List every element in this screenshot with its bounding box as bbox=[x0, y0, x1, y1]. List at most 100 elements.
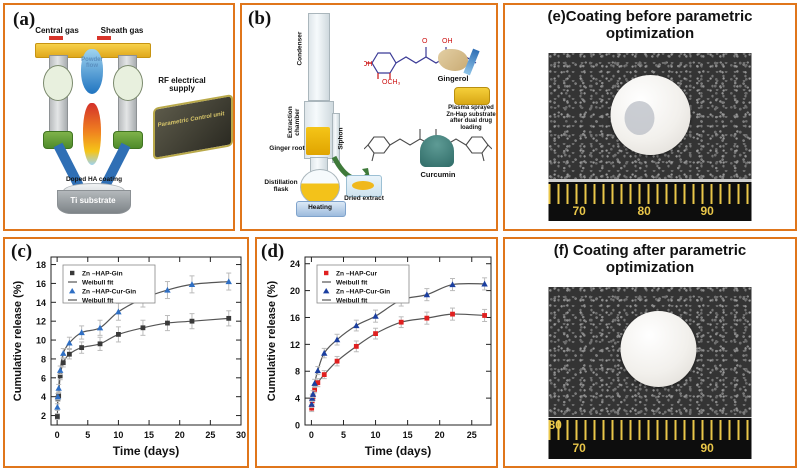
distillation-flask bbox=[300, 169, 340, 205]
label-ha-coating: Doped HA coating bbox=[65, 176, 123, 183]
svg-text:0: 0 bbox=[295, 421, 300, 431]
label-dried-extract: Dried extract bbox=[344, 195, 384, 202]
coating-defect-before bbox=[624, 101, 655, 135]
svg-text:16: 16 bbox=[36, 279, 46, 289]
coating-disc-after bbox=[620, 311, 697, 387]
svg-text:25: 25 bbox=[205, 430, 215, 440]
svg-text:20: 20 bbox=[435, 430, 445, 440]
svg-text:Weibull fit: Weibull fit bbox=[82, 280, 114, 287]
ti-substrate bbox=[57, 190, 131, 214]
svg-text:15: 15 bbox=[403, 430, 413, 440]
panel-c-label: (c) bbox=[11, 241, 33, 262]
svg-text:24: 24 bbox=[290, 259, 300, 269]
svg-text:OH: OH bbox=[442, 38, 453, 45]
svg-text:10: 10 bbox=[371, 430, 381, 440]
svg-text:12: 12 bbox=[290, 340, 300, 350]
induction-coil-right bbox=[113, 65, 143, 101]
svg-text:20: 20 bbox=[290, 286, 300, 296]
svg-text:O: O bbox=[422, 38, 428, 45]
central-gas-arrow bbox=[49, 36, 63, 40]
svg-text:4: 4 bbox=[41, 392, 46, 402]
svg-text:12: 12 bbox=[36, 317, 46, 327]
dried-extract-content bbox=[352, 181, 374, 190]
svg-text:Zn –HAP-Cur: Zn –HAP-Cur bbox=[336, 271, 377, 278]
label-sheath-gas: Sheath gas bbox=[100, 26, 144, 35]
svg-text:2: 2 bbox=[41, 411, 46, 421]
label-powder-flow: Powder flow bbox=[81, 57, 103, 70]
svg-text:0: 0 bbox=[309, 430, 314, 440]
panel-b-label: (b) bbox=[248, 8, 272, 29]
svg-text:Time (days): Time (days) bbox=[113, 444, 179, 458]
panel-a-label: (a) bbox=[13, 9, 36, 30]
svg-text:4: 4 bbox=[295, 394, 300, 404]
ruler-number-70-before: 70 bbox=[572, 204, 586, 218]
svg-text:Weibull fit: Weibull fit bbox=[336, 298, 368, 305]
ginger-root-liquid bbox=[306, 127, 330, 155]
svg-text:Zn –HAP-Cur-Gin: Zn –HAP-Cur-Gin bbox=[82, 289, 136, 296]
svg-text:Zn –HAP-Gin: Zn –HAP-Gin bbox=[82, 271, 123, 278]
svg-text:Time (days): Time (days) bbox=[365, 444, 431, 458]
svg-text:18: 18 bbox=[36, 260, 46, 270]
panel-d-chart: (d) 0 5 10 15 20 25 0 4 8 12 16 20 24 Time (days) Cumu… bbox=[255, 237, 498, 468]
ruler-before: 70 80 90 bbox=[548, 182, 752, 221]
panel-b-extraction: (b) Heating Condenser Extraction chamber… bbox=[240, 3, 498, 231]
label-gingerol: Gingerol bbox=[437, 74, 469, 83]
svg-text:Weibull fit: Weibull fit bbox=[82, 298, 114, 305]
label-siphon: Siphon bbox=[337, 127, 345, 150]
panel-c-chart: (c) 0 5 10 15 20 25 30 2 4 6 8 10 12 14 16 18 Time (days… bbox=[3, 237, 249, 468]
svg-text:Cumulative release (%): Cumulative release (%) bbox=[12, 280, 24, 401]
powder-flow-funnel bbox=[81, 49, 103, 94]
panel-e-title: (e)Coating before parametric optimizatio… bbox=[547, 8, 753, 42]
label-ti-substrate: Ti substrate bbox=[70, 196, 116, 205]
ruler-number-90-after: 90 bbox=[700, 441, 714, 455]
svg-text:5: 5 bbox=[341, 430, 346, 440]
ruler-ticks-before bbox=[548, 184, 752, 204]
svg-text:25: 25 bbox=[467, 430, 477, 440]
ruler-edge-before bbox=[548, 179, 752, 182]
ruler-number-80-after: 80 bbox=[548, 418, 562, 432]
svg-text:Zn –HAP-Cur-Gin: Zn –HAP-Cur-Gin bbox=[336, 289, 390, 296]
svg-text:Weibull fit: Weibull fit bbox=[336, 280, 368, 287]
label-plasma-sprayed: Plasma sprayed Zn-Hap substrate after du… bbox=[446, 105, 496, 131]
svg-text:5: 5 bbox=[85, 430, 90, 440]
heating-mantle bbox=[296, 201, 346, 217]
svg-text:6: 6 bbox=[41, 373, 46, 383]
ruler-number-70-after: 70 bbox=[572, 441, 586, 455]
svg-text:Cumulative release (%): Cumulative release (%) bbox=[266, 280, 278, 401]
label-ginger-root: Ginger root bbox=[269, 145, 305, 152]
ruler-number-90-before: 90 bbox=[700, 204, 714, 218]
induction-coil-left bbox=[43, 65, 73, 101]
svg-text:0: 0 bbox=[55, 430, 60, 440]
coating-photo-after: 70 80 90 bbox=[548, 287, 752, 459]
svg-text:20: 20 bbox=[175, 430, 185, 440]
label-condenser: Condenser bbox=[296, 31, 304, 66]
svg-text:30: 30 bbox=[236, 430, 246, 440]
petri-dish-icon bbox=[454, 87, 490, 105]
svg-text:10: 10 bbox=[36, 336, 46, 346]
label-distillation-flask: Distillation flask bbox=[264, 179, 298, 194]
turmeric-plant-icon bbox=[420, 135, 454, 167]
release-chart-gin: 0 5 10 15 20 25 30 2 4 6 8 10 12 14 16 18 Time (days) Cum… bbox=[12, 256, 246, 458]
panel-f-photo-after: (f) Coating after parametric optimizatio… bbox=[503, 237, 797, 468]
plasma-jet bbox=[83, 103, 101, 165]
ginger-rhizome-icon bbox=[438, 49, 468, 71]
condenser bbox=[308, 13, 330, 101]
label-central-gas: Central gas bbox=[35, 26, 79, 35]
svg-text:8: 8 bbox=[41, 354, 46, 364]
sheath-gas-arrow bbox=[97, 36, 111, 40]
svg-text:OH: OH bbox=[364, 61, 373, 68]
panel-d-label: (d) bbox=[261, 241, 285, 262]
label-extraction-chamber: Extraction chamber bbox=[286, 106, 301, 139]
panel-a-plasma-spray: (a) Central gas Sheath gas RF electrical… bbox=[3, 3, 235, 231]
coating-photo-before: 70 80 90 bbox=[548, 53, 752, 221]
panel-f-title: (f) Coating after parametric optimizatio… bbox=[553, 242, 747, 276]
ruler-after: 70 80 90 bbox=[548, 418, 752, 459]
label-curcumin: Curcumin bbox=[420, 170, 456, 179]
svg-text:8: 8 bbox=[295, 367, 300, 377]
ruler-number-80-before: 80 bbox=[637, 204, 651, 218]
svg-text:15: 15 bbox=[144, 430, 154, 440]
label-heating: Heating bbox=[308, 204, 332, 211]
svg-text:14: 14 bbox=[36, 298, 46, 308]
panel-e-photo-before: (e)Coating before parametric optimizatio… bbox=[503, 3, 797, 231]
